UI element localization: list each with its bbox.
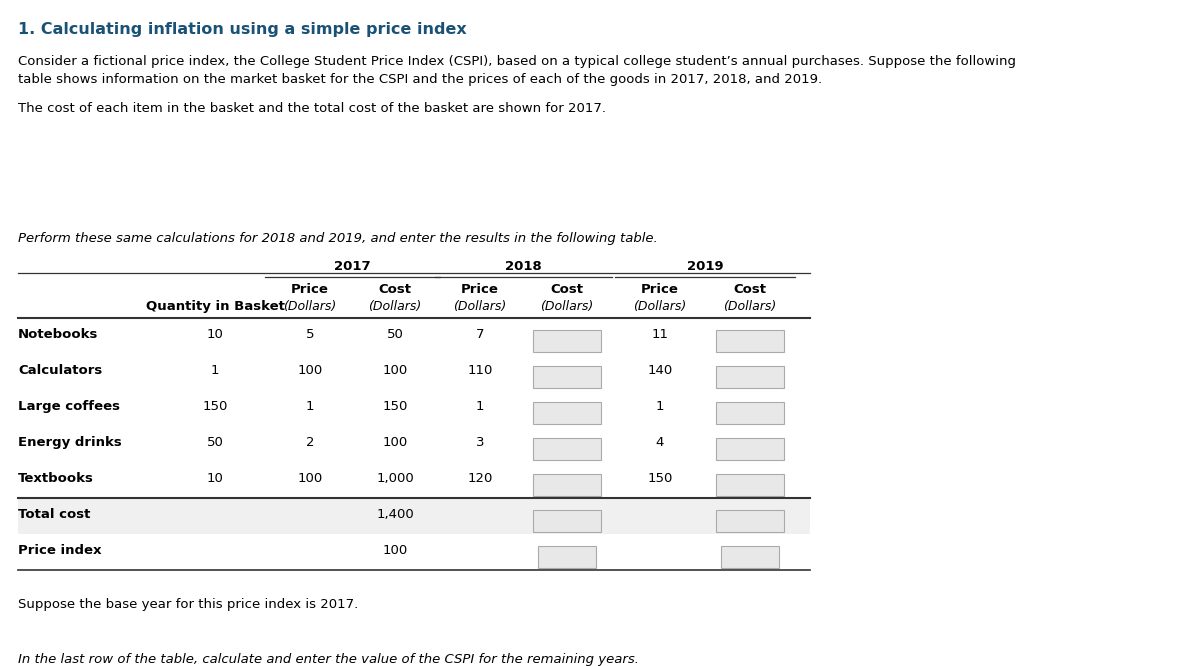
Text: 11: 11 <box>652 328 668 341</box>
FancyBboxPatch shape <box>18 534 810 570</box>
Text: 1,000: 1,000 <box>376 472 414 485</box>
FancyBboxPatch shape <box>716 474 784 496</box>
Text: 1. Calculating inflation using a simple price index: 1. Calculating inflation using a simple … <box>18 22 467 37</box>
Text: Notebooks: Notebooks <box>18 328 98 341</box>
FancyBboxPatch shape <box>533 510 601 532</box>
Text: 100: 100 <box>383 436 408 449</box>
FancyBboxPatch shape <box>533 330 601 352</box>
Text: 100: 100 <box>298 472 323 485</box>
Text: The cost of each item in the basket and the total cost of the basket are shown f: The cost of each item in the basket and … <box>18 102 606 115</box>
Text: Perform these same calculations for 2018 and 2019, and enter the results in the : Perform these same calculations for 2018… <box>18 232 658 245</box>
Text: In the last row of the table, calculate and enter the value of the CSPI for the : In the last row of the table, calculate … <box>18 653 640 666</box>
FancyBboxPatch shape <box>18 498 810 534</box>
Text: 150: 150 <box>203 400 228 413</box>
FancyBboxPatch shape <box>716 366 784 388</box>
Text: 50: 50 <box>386 328 403 341</box>
Text: Quantity in Basket: Quantity in Basket <box>145 300 284 313</box>
Text: 120: 120 <box>467 472 493 485</box>
FancyBboxPatch shape <box>721 546 779 568</box>
Text: 3: 3 <box>475 436 485 449</box>
Text: Cost: Cost <box>733 283 767 296</box>
Text: 10: 10 <box>206 472 223 485</box>
Text: 1: 1 <box>475 400 485 413</box>
Text: Total cost: Total cost <box>18 508 90 521</box>
Text: 2019: 2019 <box>686 260 724 273</box>
Text: 150: 150 <box>647 472 673 485</box>
Text: table shows information on the market basket for the CSPI and the prices of each: table shows information on the market ba… <box>18 73 822 86</box>
Text: 4: 4 <box>656 436 664 449</box>
Text: Large coffees: Large coffees <box>18 400 120 413</box>
Text: (Dollars): (Dollars) <box>454 300 506 313</box>
Text: (Dollars): (Dollars) <box>283 300 337 313</box>
FancyBboxPatch shape <box>716 330 784 352</box>
Text: Price: Price <box>641 283 679 296</box>
FancyBboxPatch shape <box>533 474 601 496</box>
Text: Energy drinks: Energy drinks <box>18 436 121 449</box>
FancyBboxPatch shape <box>533 366 601 388</box>
Text: 1: 1 <box>211 364 220 377</box>
Text: Suppose the base year for this price index is 2017.: Suppose the base year for this price ind… <box>18 598 359 611</box>
Text: 2: 2 <box>306 436 314 449</box>
FancyBboxPatch shape <box>716 402 784 424</box>
Text: Cost: Cost <box>378 283 412 296</box>
FancyBboxPatch shape <box>533 438 601 460</box>
Text: 140: 140 <box>647 364 673 377</box>
Text: 110: 110 <box>467 364 493 377</box>
Text: 150: 150 <box>383 400 408 413</box>
Text: (Dollars): (Dollars) <box>634 300 686 313</box>
Text: (Dollars): (Dollars) <box>540 300 594 313</box>
Text: Cost: Cost <box>551 283 583 296</box>
Text: 1,400: 1,400 <box>376 508 414 521</box>
Text: 100: 100 <box>383 364 408 377</box>
Text: (Dollars): (Dollars) <box>368 300 421 313</box>
Text: Calculators: Calculators <box>18 364 102 377</box>
Text: Textbooks: Textbooks <box>18 472 94 485</box>
FancyBboxPatch shape <box>533 402 601 424</box>
Text: 1: 1 <box>655 400 665 413</box>
Text: (Dollars): (Dollars) <box>724 300 776 313</box>
Text: 7: 7 <box>475 328 485 341</box>
Text: 100: 100 <box>298 364 323 377</box>
Text: Price: Price <box>461 283 499 296</box>
Text: Consider a fictional price index, the College Student Price Index (CSPI), based : Consider a fictional price index, the Co… <box>18 55 1016 68</box>
FancyBboxPatch shape <box>538 546 596 568</box>
Text: 100: 100 <box>383 544 408 557</box>
Text: 2018: 2018 <box>505 260 542 273</box>
FancyBboxPatch shape <box>716 510 784 532</box>
Text: 2017: 2017 <box>334 260 371 273</box>
Text: Price index: Price index <box>18 544 102 557</box>
Text: 5: 5 <box>306 328 314 341</box>
Text: 1: 1 <box>306 400 314 413</box>
Text: 50: 50 <box>206 436 223 449</box>
Text: Price: Price <box>292 283 329 296</box>
FancyBboxPatch shape <box>716 438 784 460</box>
Text: 10: 10 <box>206 328 223 341</box>
